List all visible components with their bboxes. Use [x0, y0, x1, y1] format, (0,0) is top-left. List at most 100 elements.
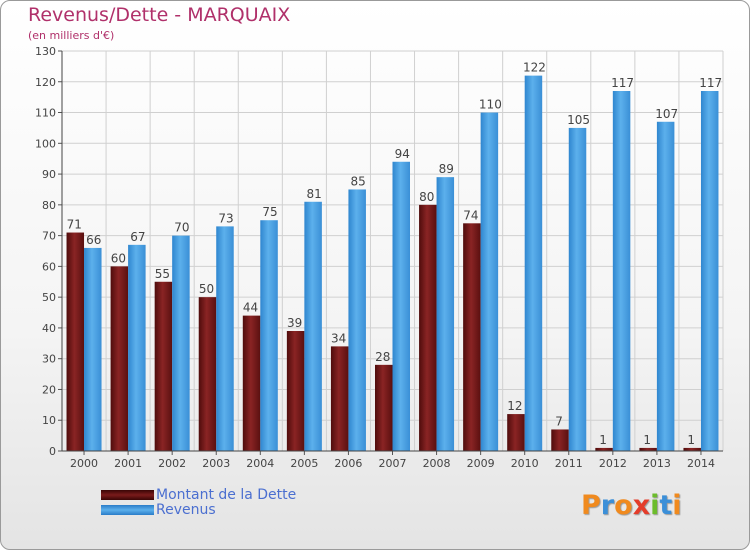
data-label-revenus: 117	[611, 76, 634, 90]
y-tick-label: 50	[42, 291, 56, 304]
x-tick-label: 2001	[114, 457, 142, 470]
data-label-revenus: 81	[306, 187, 321, 201]
data-label-revenus: 105	[567, 113, 590, 127]
legend-swatch-debt	[101, 490, 154, 500]
data-label-revenus: 70	[174, 221, 189, 235]
bar-debt	[154, 281, 173, 451]
legend-item-revenus: Revenus	[101, 502, 216, 518]
data-label-debt: 55	[155, 267, 170, 281]
data-label-debt: 1	[687, 433, 695, 447]
x-tick-label: 2002	[158, 457, 186, 470]
chart-subtitle: (en milliers d'€)	[28, 29, 115, 42]
proxiti-logo: Proxiti	[581, 490, 682, 521]
x-tick-label: 2000	[70, 457, 98, 470]
x-tick-label: 2004	[246, 457, 274, 470]
data-label-debt: 80	[419, 190, 434, 204]
legend-swatch-revenus	[101, 505, 154, 515]
y-tick-label: 90	[42, 168, 56, 181]
y-tick-label: 30	[42, 353, 56, 366]
data-label-debt: 1	[599, 433, 607, 447]
y-tick-label: 0	[49, 445, 56, 458]
data-label-revenus: 66	[86, 233, 101, 247]
y-tick-label: 120	[35, 76, 56, 89]
y-tick-label: 40	[42, 322, 56, 335]
bar-debt	[286, 331, 305, 451]
legend-label-revenus: Revenus	[156, 502, 216, 518]
logo-letter: t	[659, 490, 673, 521]
data-label-debt: 28	[375, 350, 390, 364]
bar-debt	[683, 447, 701, 451]
logo-letter: P	[581, 490, 601, 521]
bar-revenus	[480, 112, 499, 452]
legend-label-debt: Montant de la Dette	[156, 487, 297, 503]
data-label-debt: 7	[555, 414, 563, 428]
bar-revenus	[348, 189, 366, 451]
y-tick-label: 100	[35, 137, 56, 150]
bar-debt	[551, 429, 569, 451]
data-label-debt: 74	[463, 208, 478, 222]
y-tick-label: 80	[42, 199, 56, 212]
logo-letter: i	[650, 490, 660, 521]
data-label-revenus: 67	[130, 230, 145, 244]
logo-letter: r	[600, 490, 615, 521]
data-label-debt: 39	[287, 316, 302, 330]
y-tick-label: 60	[42, 260, 56, 273]
logo-letter: x	[632, 490, 651, 521]
bar-debt	[463, 223, 481, 451]
bar-revenus	[172, 235, 190, 451]
data-label-debt: 34	[331, 331, 346, 345]
bar-revenus	[216, 226, 234, 451]
data-label-revenus: 122	[523, 61, 546, 75]
bar-debt	[198, 297, 217, 451]
bar-debt	[110, 266, 129, 451]
x-tick-label: 2009	[467, 457, 495, 470]
data-label-debt: 1	[643, 433, 651, 447]
x-tick-label: 2006	[334, 457, 362, 470]
bar-debt	[66, 232, 85, 451]
data-label-debt: 12	[507, 399, 522, 413]
data-label-revenus: 89	[439, 162, 454, 176]
y-tick-label: 70	[42, 230, 56, 243]
data-label-revenus: 110	[479, 98, 502, 112]
data-label-revenus: 117	[699, 76, 722, 90]
logo-letter: i	[672, 490, 682, 521]
y-tick-label: 20	[42, 383, 56, 396]
bar-debt	[375, 364, 393, 451]
legend-item-debt: Montant de la Dette	[101, 487, 297, 503]
bar-revenus	[260, 220, 278, 451]
bar-revenus	[128, 244, 146, 451]
y-tick-label: 130	[35, 45, 56, 58]
bar-revenus	[436, 177, 455, 451]
bar-revenus	[700, 91, 719, 451]
data-label-debt: 71	[67, 218, 82, 232]
y-tick-label: 110	[35, 107, 56, 120]
bar-revenus	[568, 127, 587, 451]
x-tick-label: 2003	[202, 457, 230, 470]
bar-debt	[507, 414, 525, 451]
data-label-revenus: 75	[262, 205, 277, 219]
x-tick-label: 2007	[379, 457, 407, 470]
x-tick-label: 2014	[687, 457, 715, 470]
data-label-debt: 60	[111, 251, 126, 265]
logo-letter: o	[614, 490, 633, 521]
x-tick-label: 2010	[511, 457, 539, 470]
x-tick-label: 2005	[290, 457, 318, 470]
bar-debt	[242, 315, 261, 451]
data-label-revenus: 85	[351, 174, 366, 188]
bar-revenus	[524, 75, 543, 451]
bar-revenus	[84, 247, 102, 451]
data-label-revenus: 107	[655, 107, 678, 121]
data-label-revenus: 73	[218, 211, 233, 225]
bar-revenus	[392, 161, 410, 451]
x-tick-label: 2011	[555, 457, 583, 470]
x-tick-label: 2008	[423, 457, 451, 470]
bar-revenus	[612, 91, 631, 451]
data-label-revenus: 94	[395, 147, 410, 161]
data-label-debt: 44	[243, 301, 258, 315]
bar-debt	[639, 447, 657, 451]
x-tick-label: 2013	[643, 457, 671, 470]
y-tick-label: 10	[42, 414, 56, 427]
data-label-debt: 50	[199, 282, 214, 296]
